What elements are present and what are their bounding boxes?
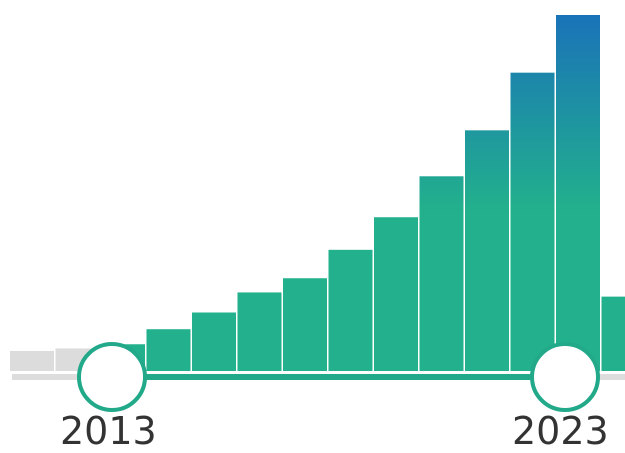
end-year-handle[interactable] [532, 344, 598, 410]
start-year-handle[interactable] [79, 344, 145, 410]
histogram-bar-2021 [465, 130, 509, 371]
end-year-label: 2023 [512, 412, 609, 450]
histogram-bar-2023 [556, 15, 600, 371]
histogram-bar-2022 [511, 73, 555, 371]
histogram-bar-2014 [147, 329, 191, 371]
histogram-bar-2011 [10, 351, 54, 371]
histogram-bar-2024 [602, 297, 625, 371]
histogram-bars [10, 15, 625, 371]
histogram-bar-2018 [329, 250, 373, 371]
histogram-bar-2015 [192, 313, 236, 371]
histogram-bar-2019 [374, 217, 418, 371]
histogram-bar-2017 [283, 278, 327, 371]
histogram-bar-2020 [420, 176, 464, 371]
histogram-bar-2016 [238, 292, 282, 371]
start-year-label: 2013 [60, 412, 157, 450]
